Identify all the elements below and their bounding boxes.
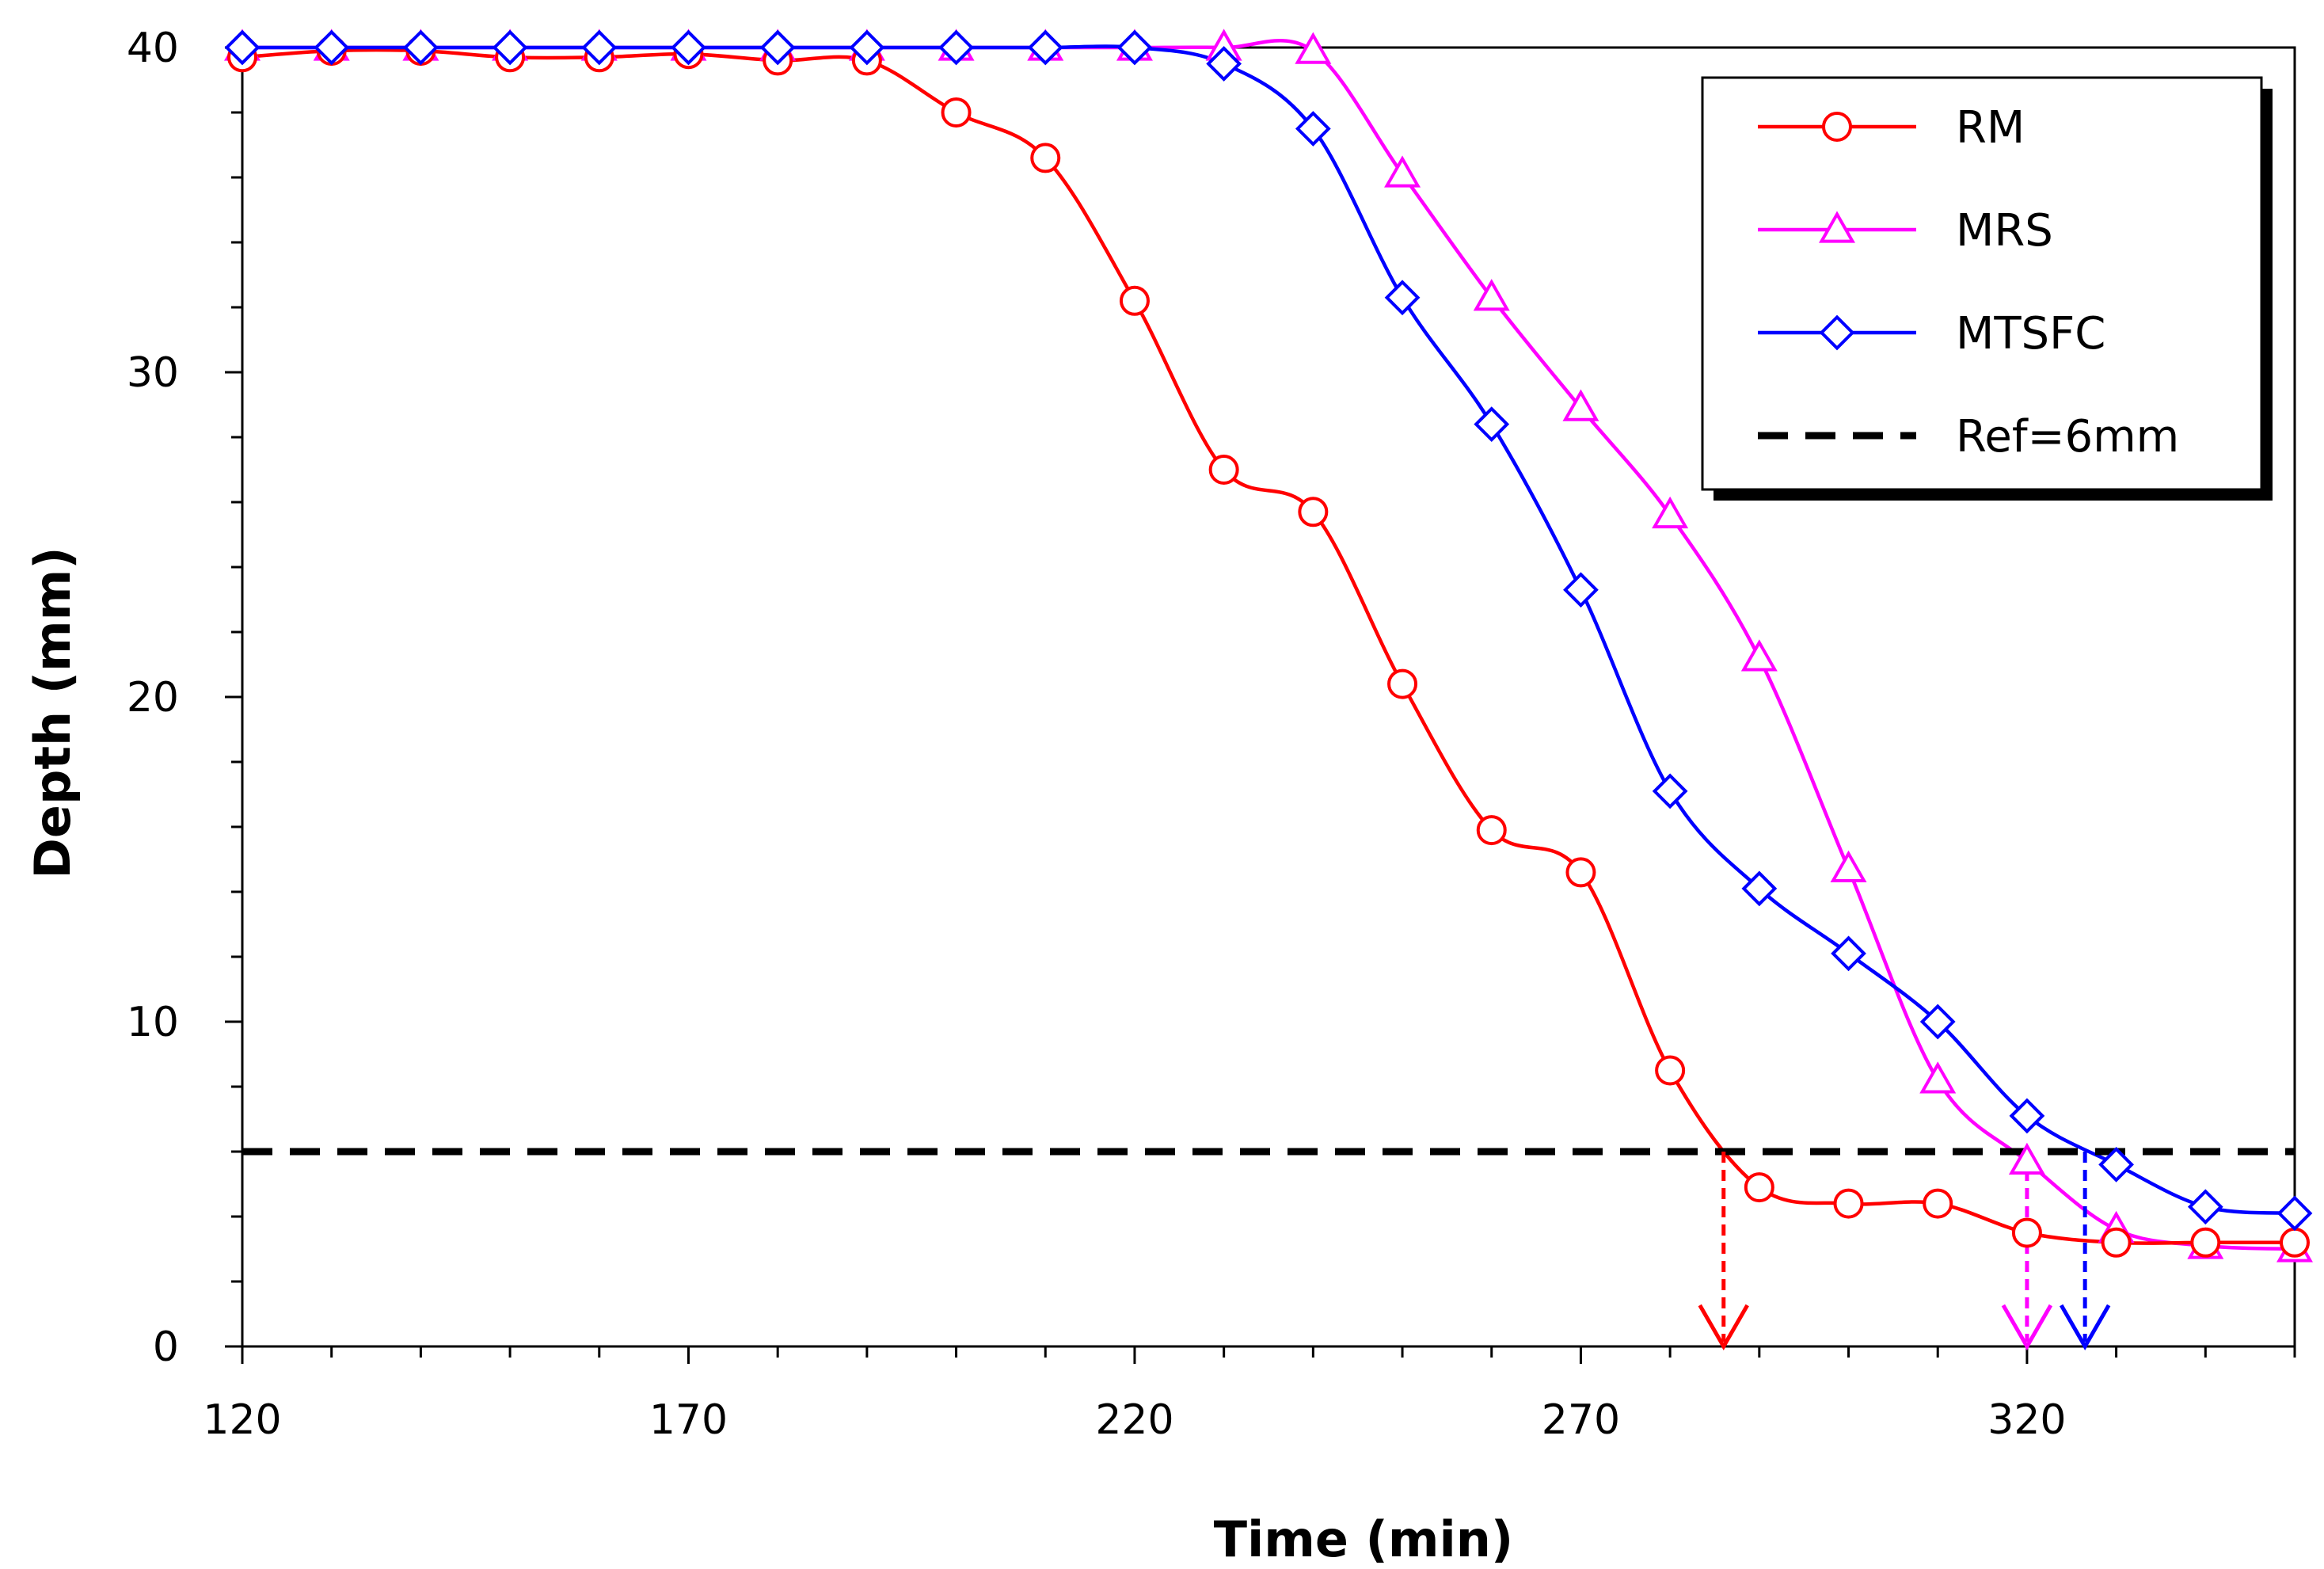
- data-point-rm: [2190, 1227, 2221, 1258]
- legend-marker-rm: [1822, 112, 1852, 142]
- legend-label-mtsfc: MTSFC: [1956, 308, 2105, 360]
- data-point-mtsfc: [2276, 1195, 2313, 1232]
- data-point-rm: [1119, 285, 1150, 316]
- data-point-mtsfc: [2187, 1189, 2223, 1225]
- data-point-mtsfc: [403, 29, 439, 66]
- data-point-mrs: [1562, 389, 1599, 421]
- data-point-mrs: [1652, 496, 1689, 529]
- y-tick-label: 40: [127, 25, 179, 72]
- y-tick-label: 30: [127, 349, 179, 397]
- data-point-mtsfc: [224, 29, 261, 66]
- data-point-rm: [1030, 143, 1061, 173]
- y-tick-label: 0: [153, 1323, 179, 1371]
- data-point-mrs: [2008, 1142, 2045, 1175]
- data-point-mtsfc: [849, 29, 885, 66]
- data-point-mtsfc: [1116, 29, 1153, 66]
- legend-box: [1701, 76, 2263, 491]
- data-point-rm: [1476, 815, 1507, 846]
- data-point-mrs: [1830, 850, 1867, 882]
- data-point-mtsfc: [1919, 1003, 1956, 1040]
- data-point-mrs: [1473, 279, 1510, 311]
- data-point-mtsfc: [581, 29, 618, 66]
- data-point-rm: [1833, 1188, 1864, 1219]
- data-point-mtsfc: [492, 29, 528, 66]
- legend-label-ref-6mm: Ref=6mm: [1956, 411, 2179, 463]
- data-point-rm: [941, 97, 972, 128]
- x-tick-label: 120: [203, 1396, 281, 1444]
- data-point-mtsfc: [1295, 111, 1331, 147]
- data-point-mtsfc: [759, 29, 796, 66]
- x-tick-label: 320: [1987, 1396, 2066, 1444]
- data-point-rm: [2011, 1217, 2042, 1248]
- arrow-head-mrs: [2001, 1304, 2053, 1351]
- data-point-mtsfc: [1027, 29, 1063, 66]
- data-point-mrs: [1919, 1061, 1957, 1094]
- legend: RM MRS MTSFC Ref=6mm: [1701, 76, 2273, 501]
- data-point-mtsfc: [1474, 406, 1510, 442]
- data-point-rm: [1565, 857, 1596, 888]
- data-point-rm: [1744, 1172, 1774, 1203]
- data-point-mtsfc: [1741, 870, 1778, 907]
- minor-ticks: [225, 46, 2296, 1364]
- x-tick-label: 170: [649, 1396, 728, 1444]
- data-point-mrs: [1384, 155, 1421, 188]
- data-point-mtsfc: [1563, 572, 1599, 608]
- data-point-rm: [1655, 1055, 1686, 1086]
- legend-label-rm: RM: [1956, 102, 2025, 154]
- x-tick-labels: 120 170 220 270 320: [203, 1396, 2066, 1444]
- data-point-mtsfc: [314, 29, 350, 66]
- data-point-rm: [1208, 455, 1239, 485]
- data-point-mtsfc: [938, 29, 974, 66]
- y-tick-label: 20: [127, 674, 179, 722]
- arrow-head-mtsfc: [2059, 1304, 2111, 1351]
- y-tick-labels: 0 10 20 30 40: [127, 25, 179, 1371]
- series-markers: [224, 29, 2313, 1262]
- y-tick-label: 10: [127, 999, 179, 1046]
- x-tick-label: 220: [1095, 1396, 1173, 1444]
- arrow-head-rm: [1698, 1304, 1749, 1351]
- data-point-mtsfc: [1206, 46, 1242, 82]
- data-point-mrs: [1295, 32, 1332, 64]
- legend-marker-mtsfc: [1819, 314, 1855, 351]
- data-point-rm: [1298, 497, 1329, 527]
- data-point-mtsfc: [1652, 773, 1688, 809]
- x-tick-label: 270: [1542, 1396, 1620, 1444]
- data-point-mtsfc: [671, 29, 706, 66]
- data-point-mtsfc: [1384, 280, 1421, 316]
- data-point-mrs: [1740, 639, 1778, 672]
- data-point-rm: [1387, 668, 1418, 699]
- data-point-rm: [2280, 1227, 2310, 1258]
- data-point-mtsfc: [1831, 935, 1866, 972]
- y-axis-title: Depth (mm): [24, 546, 82, 878]
- data-point-rm: [1923, 1188, 1953, 1219]
- data-point-rm: [2101, 1227, 2132, 1258]
- data-point-mtsfc: [2098, 1147, 2134, 1182]
- legend-label-mrs: MRS: [1956, 205, 2053, 257]
- data-point-mtsfc: [2009, 1098, 2045, 1134]
- legend-marker-mrs: [1819, 211, 1855, 243]
- x-axis-title: Time (min): [1214, 1510, 1513, 1568]
